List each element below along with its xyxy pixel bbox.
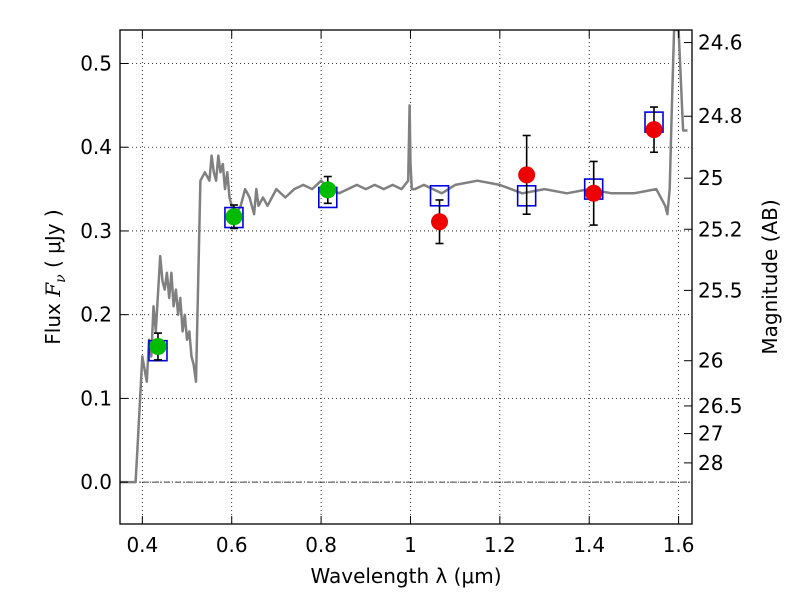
- magnitude-tick-label: 25.2: [698, 217, 743, 241]
- y-axis-label-prefix: Flux: [41, 297, 65, 345]
- magnitude-tick-label: 25: [698, 166, 723, 190]
- y-tick-label: 0.3: [80, 219, 112, 243]
- x-axis: 0.4 0.6 0.8 1 1.2 1.4 1.6: [126, 30, 695, 557]
- magnitude-tick-label: 25.5: [698, 278, 743, 302]
- plot-frame: [119, 29, 693, 525]
- y-tick-label: 0.1: [80, 386, 112, 410]
- magnitude-tick-label: 24.6: [698, 31, 743, 55]
- y-tick-label: 0.2: [80, 303, 112, 327]
- model-spectrum-layer: [120, 30, 688, 484]
- magnitude-axis: 24.6 24.8 25 25.2 25.5 26 26.5 27 28: [684, 31, 743, 475]
- magnitude-tick-label: 27: [698, 422, 723, 446]
- red-data-point: [518, 166, 536, 184]
- red-data-point: [431, 213, 449, 231]
- green-data-point: [225, 208, 243, 226]
- red-data-point: [585, 184, 603, 202]
- y-axis: 0.0 0.1 0.2 0.3 0.4 0.5: [80, 51, 128, 494]
- magnitude-tick-label: 26.5: [698, 394, 743, 418]
- y-tick-label: 0.4: [80, 135, 112, 159]
- y-tick-label: 0.0: [80, 470, 112, 494]
- magnitude-tick-label: 26: [698, 349, 723, 373]
- y-tick-label: 0.5: [80, 51, 112, 75]
- y-axis-label: Flux Fν ( μJy ): [41, 209, 69, 344]
- x-tick-label: 0.4: [126, 533, 158, 557]
- plot-background: [120, 30, 692, 524]
- x-tick-label: 1.2: [484, 533, 516, 557]
- red-data-point: [645, 121, 663, 139]
- x-tick-label: 1.4: [573, 533, 605, 557]
- magnitude-tick-label: 24.8: [698, 104, 743, 128]
- x-axis-label: Wavelength λ (μm): [310, 564, 501, 588]
- observed-photometry-layer: [149, 121, 663, 355]
- magnitude-tick-label: 28: [698, 451, 723, 475]
- model-spectrum-line: [120, 30, 688, 484]
- x-tick-label: 0.6: [216, 533, 248, 557]
- y-axis-label-suffix: ( μJy ): [41, 209, 65, 274]
- y-axis-label-sub: ν: [53, 274, 69, 283]
- green-data-point: [149, 337, 167, 355]
- x-tick-label: 0.8: [305, 533, 337, 557]
- magnitude-axis-label: Magnitude (AB): [758, 199, 782, 354]
- x-tick-label: 1: [404, 533, 417, 557]
- green-data-point: [319, 181, 337, 199]
- x-tick-label: 1.6: [663, 533, 695, 557]
- y-axis-label-var: F: [41, 282, 65, 298]
